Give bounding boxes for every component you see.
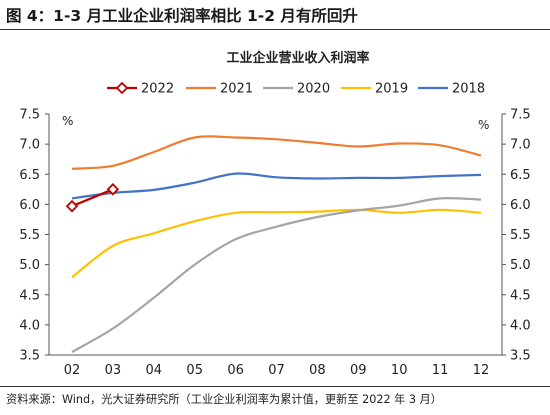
y-tick-label-right: 4.0 [510,318,531,333]
y-tick-label-left: 5.5 [19,228,40,243]
y-tick-label-left: 7.5 [19,108,40,123]
y-tick-label-left: 4.5 [19,288,40,303]
series-line-2020 [71,196,482,353]
y-tick-label-right: 7.5 [510,108,531,123]
x-tick-label: 10 [391,363,408,378]
x-tick-label: 04 [146,363,163,378]
x-tick-label: 05 [186,363,203,378]
y-tick-label-right: 6.0 [510,198,531,213]
legend-label-2019: 2019 [375,82,408,97]
y-tick-label-right: 4.5 [510,288,531,303]
y-tick-label-right: 3.5 [510,349,531,364]
x-tick-label: 08 [309,363,326,378]
legend-label-2022: 2022 [141,82,174,97]
y-tick-label-right: 6.5 [510,168,531,183]
x-tick-label: 12 [473,363,490,378]
y-tick-label-left: 5.0 [19,258,40,273]
series-line-2018 [71,172,482,200]
x-tick-label: 06 [227,363,244,378]
x-tick-label: 02 [64,363,81,378]
axes: 3.5 3.5 4.0 4.0 4.5 4.5 5.0 5.0 5.5 5.5 6.0 6.0 6.5 6… [19,108,530,379]
y-tick-label-right: 5.5 [510,228,531,243]
source-note: 资料来源：Wind，光大证券研究所（工业企业利润率为累计值，更新至 2022 年… [6,393,442,406]
figure-title: 图 4：1-3 月工业企业利润率相比 1-2 月有所回升 [6,7,358,25]
chart-title: 工业企业营业收入利润率 [226,50,369,66]
y-unit-left: % [62,114,73,128]
y-tick-label-left: 7.0 [19,138,40,153]
line-chart: 工业企业营业收入利润率 2022 2021 2020 2019 2018 % % 3.5… [19,50,530,379]
legend-label-2020: 2020 [297,82,330,97]
data-point-2022 [106,183,120,196]
x-tick-label: 09 [350,363,367,378]
series-lines [65,135,482,353]
title-divider [0,29,550,30]
y-tick-label-left: 6.5 [19,168,40,183]
x-tick-label: 11 [432,363,449,378]
source-divider [0,386,550,387]
legend: 2022 2021 2020 2019 2018 [107,82,485,97]
series-line-2022 [71,188,114,208]
x-tick-label: 03 [105,363,122,378]
series-line-2021 [71,135,482,170]
series-line-2019 [71,208,482,279]
x-tick-label: 07 [268,363,285,378]
legend-label-2021: 2021 [220,82,253,97]
y-unit-right: % [478,118,489,132]
y-tick-label-right: 7.0 [510,138,531,153]
y-tick-label-left: 3.5 [19,349,40,364]
y-tick-label-left: 6.0 [19,198,40,213]
data-point-2022 [65,199,79,213]
y-tick-label-left: 4.0 [19,318,40,333]
legend-marker-2022 [115,81,129,95]
legend-label-2018: 2018 [452,82,485,97]
y-tick-label-right: 5.0 [510,258,531,273]
